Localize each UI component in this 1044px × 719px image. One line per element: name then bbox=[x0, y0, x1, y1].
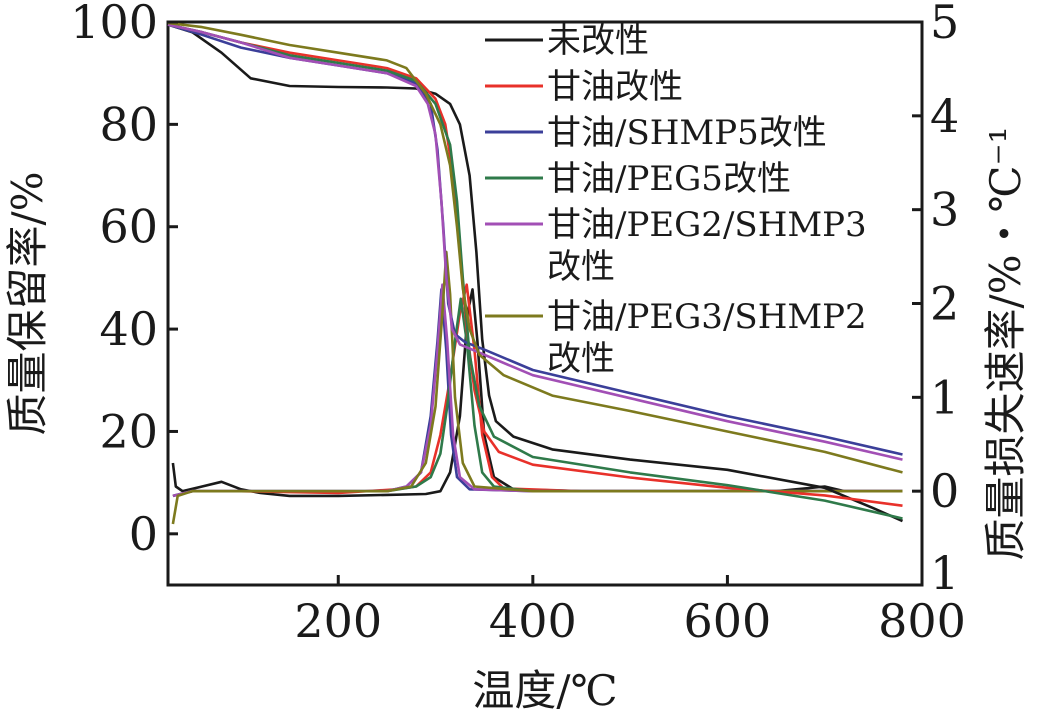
y-right-tick-label: 2 bbox=[930, 277, 959, 331]
legend-label: 甘油/PEG2/SHMP3 改性 bbox=[547, 205, 867, 287]
y-right-tick-label: 1 bbox=[930, 370, 959, 424]
y-left-tick-label: 60 bbox=[99, 200, 158, 254]
x-tick-label: 600 bbox=[684, 594, 772, 648]
y-right-tick-label: 4 bbox=[930, 89, 959, 143]
tg-series-line bbox=[167, 21, 903, 474]
legend-label: 甘油改性 bbox=[547, 67, 683, 107]
series-layer bbox=[167, 21, 904, 525]
dtg-series-line bbox=[171, 250, 903, 525]
x-tick-label: 800 bbox=[878, 594, 966, 648]
x-axis-label: 温度/℃ bbox=[472, 666, 617, 715]
y-left-tick-label: 40 bbox=[99, 302, 158, 356]
legend-label: 甘油/PEG5改性 bbox=[547, 159, 791, 199]
tg-series-line bbox=[167, 23, 903, 520]
tg-series-line bbox=[167, 23, 904, 523]
tg-series-line bbox=[167, 23, 903, 461]
y-right-bottom-label: 1 bbox=[930, 546, 959, 600]
x-tick-label: 400 bbox=[489, 594, 577, 648]
y-axis-right-label: 质量损失速率/%・℃⁻¹ bbox=[981, 126, 1030, 560]
ticks-layer: 200 400 600 800 0 20 40 60 80 100 0 1 2 3 4 5 1 bbox=[70, 0, 966, 648]
y-right-tick-label: 3 bbox=[930, 183, 959, 237]
legend-label: 甘油/SHMP5改性 bbox=[547, 113, 827, 153]
legend-label: 未改性 bbox=[547, 21, 649, 61]
y-left-tick-label: 100 bbox=[70, 0, 158, 49]
legend-label: 甘油/PEG3/SHMP2 改性 bbox=[547, 297, 867, 379]
y-left-tick-label: 20 bbox=[99, 404, 158, 458]
y-right-tick-label: 0 bbox=[930, 464, 959, 518]
axis-labels: 温度/℃ 质量保留率/% 质量损失速率/%・℃⁻¹ bbox=[3, 126, 1030, 715]
y-right-tick-label: 5 bbox=[930, 0, 959, 49]
y-axis-left-label: 质量保留率/% bbox=[3, 171, 52, 435]
tg-series-line bbox=[167, 23, 903, 507]
y-left-tick-label: 0 bbox=[129, 507, 158, 561]
y-left-tick-label: 80 bbox=[99, 97, 158, 151]
x-tick-label: 200 bbox=[294, 594, 382, 648]
